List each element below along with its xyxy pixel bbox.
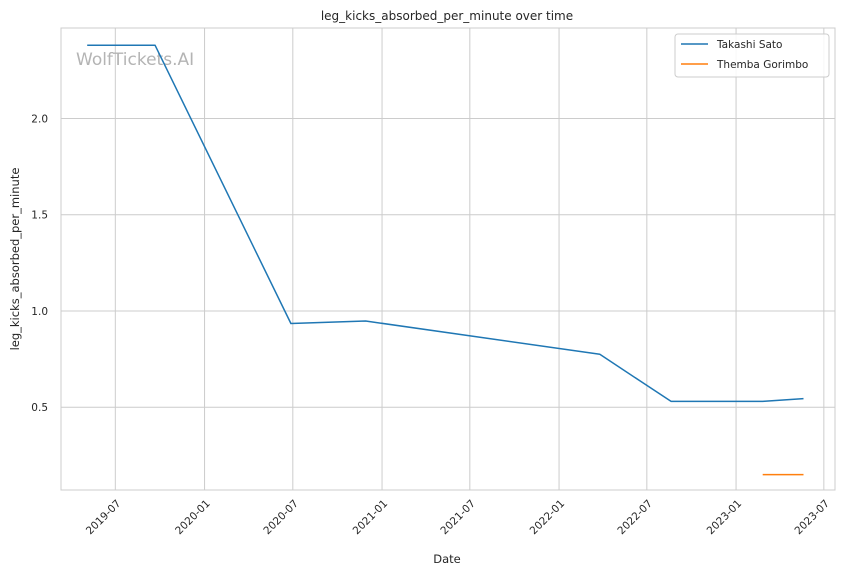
x-tick-label: 2021-07 <box>438 498 478 538</box>
x-tick-label: 2021-01 <box>351 498 391 538</box>
x-tick-label: 2023-01 <box>705 498 745 538</box>
legend-label-themba-gorimbo: Themba Gorimbo <box>716 59 808 71</box>
x-tick-label: 2020-01 <box>173 498 213 538</box>
grid-lines <box>61 28 835 490</box>
y-tick-label: 2.0 <box>31 113 48 125</box>
watermark: WolfTickets.AI <box>76 50 194 70</box>
series-line-takashi-sato <box>87 44 804 403</box>
x-tick-label: 2020-07 <box>261 498 301 538</box>
legend-box <box>674 33 830 78</box>
x-tick-labels: 2019-07 2020-01 2020-07 2021-01 2021-07 2022-… <box>84 498 832 538</box>
x-tick-label: 2022-07 <box>615 498 655 538</box>
x-tick-label: 2019-07 <box>84 498 124 538</box>
chart-title: leg_kicks_absorbed_per_minute over time <box>321 9 573 23</box>
series-lines <box>87 44 804 476</box>
x-tick-label: 2022-01 <box>528 498 568 538</box>
y-axis-label: leg_kicks_absorbed_per_minute <box>8 168 22 351</box>
legend-label-takashi-sato: Takashi Sato <box>716 39 782 51</box>
legend: Takashi Sato Themba Gorimbo <box>674 33 830 78</box>
y-tick-label: 1.5 <box>31 210 48 222</box>
y-tick-label: 0.5 <box>31 402 48 414</box>
x-tick-label: 2023-07 <box>792 498 832 538</box>
y-tick-label: 1.0 <box>31 306 48 318</box>
y-tick-labels: 0.5 1.0 1.5 2.0 <box>31 113 48 414</box>
plot-area-frame <box>60 27 836 491</box>
x-axis-label: Date <box>433 552 461 566</box>
